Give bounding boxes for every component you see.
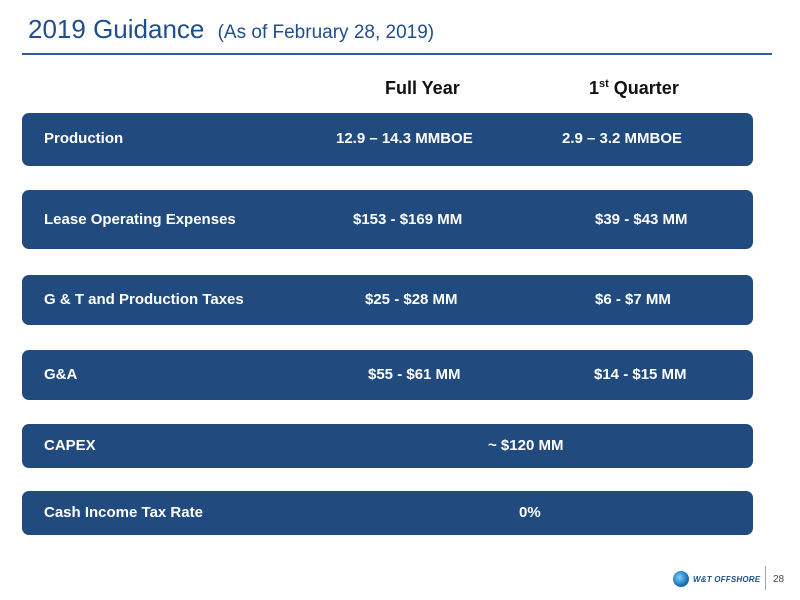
- guidance-row-lease-operating-expenses: Lease Operating Expenses $153 - $169 MM …: [22, 190, 753, 249]
- page-number: 28: [773, 574, 785, 585]
- guidance-row-ga: G&A $55 - $61 MM $14 - $15 MM: [22, 350, 753, 400]
- row-first-quarter-value: $39 - $43 MM: [595, 211, 688, 228]
- row-full-year-value: 12.9 – 14.3 MMBOE: [336, 130, 473, 147]
- slide-title: 2019 Guidance (As of February 28, 2019): [28, 14, 434, 45]
- row-combined-value: ~ $120 MM: [488, 437, 564, 454]
- title-divider: [22, 53, 772, 55]
- row-label: Lease Operating Expenses: [44, 211, 236, 228]
- row-first-quarter-value: $14 - $15 MM: [594, 366, 687, 383]
- logo-globe-icon: [673, 571, 689, 587]
- guidance-row-gt-production-taxes: G & T and Production Taxes $25 - $28 MM …: [22, 275, 753, 325]
- logo-text: W&T OFFSHORE: [693, 574, 761, 584]
- row-label: G&A: [44, 366, 78, 383]
- row-full-year-value: $25 - $28 MM: [365, 291, 458, 308]
- column-header-first-quarter: 1st Quarter: [589, 78, 679, 98]
- row-label: CAPEX: [44, 437, 96, 454]
- row-full-year-value: $153 - $169 MM: [353, 211, 463, 228]
- row-first-quarter-value: 2.9 – 3.2 MMBOE: [562, 130, 683, 147]
- row-full-year-value: $55 - $61 MM: [368, 366, 461, 383]
- row-first-quarter-value: $6 - $7 MM: [595, 291, 671, 308]
- guidance-row-production: Production 12.9 – 14.3 MMBOE 2.9 – 3.2 M…: [22, 113, 753, 166]
- guidance-row-cash-income-tax-rate: Cash Income Tax Rate 0%: [22, 491, 753, 535]
- guidance-row-capex: CAPEX ~ $120 MM: [22, 424, 753, 468]
- company-logo: W&T OFFSHORE: [673, 570, 760, 588]
- row-combined-value: 0%: [519, 504, 541, 521]
- slide-title-main: 2019 Guidance: [28, 14, 205, 44]
- column-header-full-year: Full Year: [385, 78, 460, 98]
- row-label: Cash Income Tax Rate: [44, 504, 203, 521]
- row-label: Production: [44, 130, 124, 147]
- slide-title-date: (As of February 28, 2019): [217, 22, 435, 43]
- row-label: G & T and Production Taxes: [44, 291, 244, 308]
- footer-divider: [765, 566, 766, 590]
